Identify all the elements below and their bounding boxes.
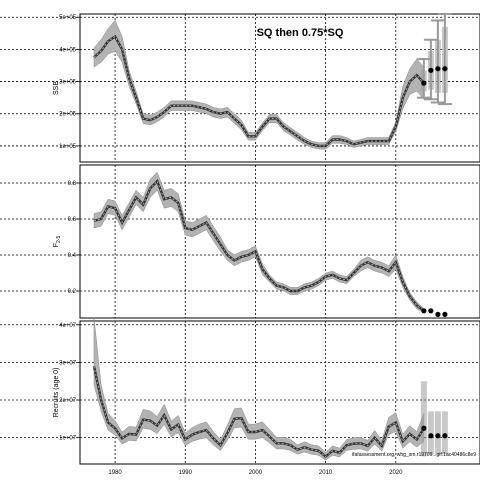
y-tick-label: 4e+07 xyxy=(59,323,77,329)
y-tick-label: 2e+07 xyxy=(59,398,77,404)
projection-point xyxy=(442,66,448,72)
y-axis-label: SSB xyxy=(53,81,60,95)
projection-point xyxy=(428,433,434,439)
series-line-dash xyxy=(93,366,425,458)
x-tick-label: 2020 xyxy=(389,470,403,476)
y-axis-label: F2-5 xyxy=(53,236,62,248)
series-line-dash xyxy=(93,35,425,147)
y-tick-label: 1e+07 xyxy=(59,436,77,442)
y-tick-label: 4e+05 xyxy=(59,47,77,53)
y-tick-label: 0.4 xyxy=(68,253,77,259)
x-tick-label: 2000 xyxy=(249,470,263,476)
panel-frame xyxy=(79,164,480,319)
source-annotation: ifafassessment.org, whg_sm.r19709...gif:… xyxy=(352,452,476,458)
y-tick-label: 2e+05 xyxy=(59,112,77,118)
projection-point xyxy=(435,66,441,72)
projection-point xyxy=(435,433,441,439)
y-tick-label: 3e+07 xyxy=(59,360,77,366)
projection-point xyxy=(428,67,434,73)
y-tick-label: 1e+05 xyxy=(59,144,77,150)
projection-point xyxy=(428,308,434,314)
y-tick-label: 0.8 xyxy=(68,181,77,187)
y-axis-label-subscript: 2-5 xyxy=(56,236,62,243)
panel-3: 1e+07 2e+07 3e+07 4e+07 1980 1990 2000 2010 2020… xyxy=(0,317,480,476)
projection-interval xyxy=(434,411,441,455)
x-tick-label: 1980 xyxy=(108,470,122,476)
projection-interval xyxy=(441,26,448,93)
projection-point xyxy=(442,433,448,439)
panel-1: 1e+052e+053e+054e+055e+05198019902000201… xyxy=(0,13,480,192)
y-tick-label: 0.6 xyxy=(68,217,77,223)
projection-interval xyxy=(427,411,434,455)
x-tick-label: 1990 xyxy=(179,470,193,476)
y-tick-label: 5e+05 xyxy=(59,15,77,21)
chart-panels: 1e+05 2e+05 3e+05 4e+05 5e+05 1980 1990 2000 201… xyxy=(0,13,480,476)
y-tick-label: 0.2 xyxy=(68,289,77,295)
projection-point xyxy=(421,425,427,431)
chart-title: SQ then 0.75*SQ xyxy=(257,27,344,39)
series-line-dash xyxy=(93,180,425,312)
projection-point xyxy=(442,311,448,317)
y-tick-label: 3e+05 xyxy=(59,80,77,86)
projection-interval xyxy=(441,411,448,455)
x-tick-label: 2010 xyxy=(319,470,333,476)
y-axis-label: Recruits (age 0) xyxy=(53,368,60,418)
projection-interval xyxy=(420,381,427,457)
projection-point xyxy=(435,311,441,317)
projection-point xyxy=(421,80,427,86)
projection-point xyxy=(421,308,427,314)
